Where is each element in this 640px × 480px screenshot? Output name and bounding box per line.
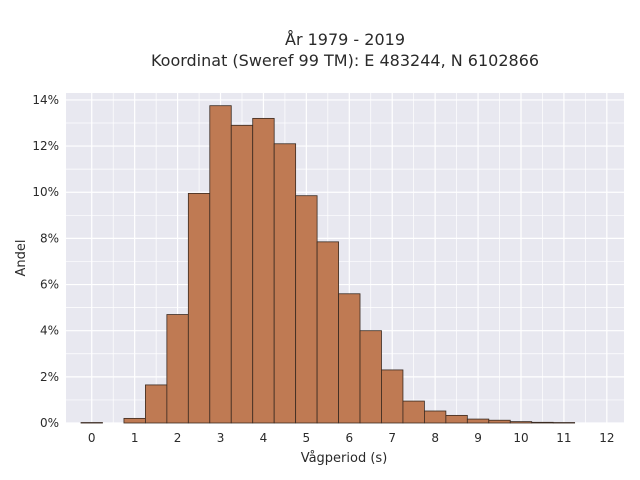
- histogram-bar: [402, 400, 425, 424]
- histogram-bar: [466, 418, 490, 424]
- y-tick-label: 4%: [40, 324, 59, 338]
- histogram-bar: [338, 293, 361, 424]
- histogram-bar: [295, 195, 318, 424]
- x-tick-label: 8: [431, 431, 439, 445]
- x-tick-label: 12: [599, 431, 614, 445]
- histogram-bar: [123, 417, 146, 424]
- histogram-bar: [359, 330, 382, 424]
- x-tick-label: 3: [217, 431, 225, 445]
- histogram-bar: [252, 117, 275, 424]
- y-tick-label: 0%: [40, 416, 59, 430]
- x-tick-label: 0: [88, 431, 96, 445]
- y-axis-label: Andel: [14, 240, 29, 277]
- histogram-bar: [424, 410, 447, 424]
- x-axis-ticks: 0 1 2 3 4 5 6 7 8 9 10 11 12: [88, 431, 615, 445]
- x-tick-label: 4: [260, 431, 268, 445]
- histogram-bar: [445, 414, 468, 424]
- x-axis-label: Vågperiod (s): [301, 451, 388, 466]
- x-tick-label: 2: [174, 431, 182, 445]
- x-tick-label: 10: [513, 431, 528, 445]
- bars-group: [80, 105, 576, 424]
- x-tick-label: 11: [556, 431, 571, 445]
- histogram-bar: [166, 314, 189, 424]
- y-tick-label: 2%: [40, 370, 59, 384]
- histogram-bar: [187, 192, 211, 424]
- histogram-bar: [209, 105, 232, 424]
- histogram-bar: [488, 419, 511, 424]
- histogram-bar: [145, 384, 168, 424]
- histogram-bar: [273, 143, 297, 424]
- x-tick-label: 5: [303, 431, 311, 445]
- histogram-bar: [381, 369, 404, 424]
- x-tick-label: 6: [345, 431, 353, 445]
- y-tick-label: 12%: [32, 139, 59, 153]
- histogram-bar: [552, 422, 576, 424]
- histogram-bar: [230, 124, 254, 424]
- y-tick-label: 8%: [40, 231, 59, 245]
- x-tick-label: 9: [474, 431, 482, 445]
- chart-title-line1: År 1979 - 2019: [285, 30, 405, 49]
- x-tick-label: 7: [388, 431, 396, 445]
- y-axis-ticks: 0% 2% 4% 6% 8% 10% 12% 14%: [32, 93, 59, 430]
- histogram-bar: [80, 422, 103, 424]
- y-tick-label: 10%: [32, 185, 59, 199]
- x-tick-label: 1: [131, 431, 139, 445]
- y-tick-label: 6%: [40, 278, 59, 292]
- chart-title-line2: Koordinat (Sweref 99 TM): E 483244, N 61…: [151, 51, 539, 70]
- histogram-bar: [531, 421, 554, 424]
- y-tick-label: 14%: [32, 93, 59, 107]
- histogram-bar: [316, 241, 339, 424]
- histogram-bar: [509, 421, 533, 424]
